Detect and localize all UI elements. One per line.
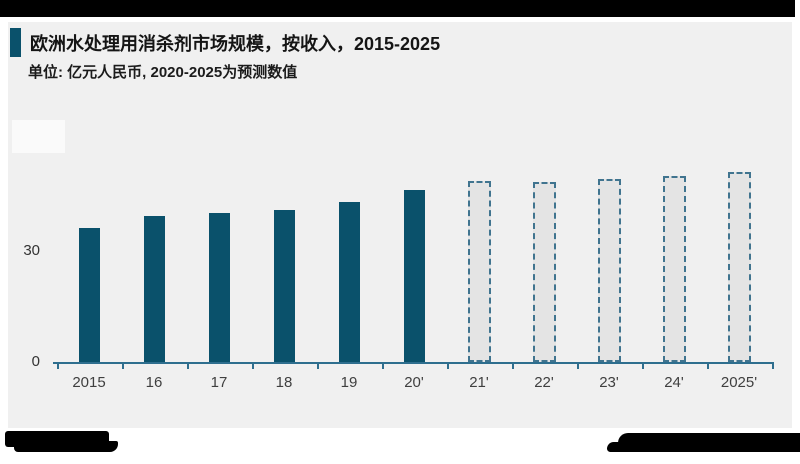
x-axis-tick [771,364,774,369]
bottom-right-redaction [607,442,637,452]
x-axis-tick [56,364,59,369]
x-axis-tick [316,364,319,369]
bar-18 [273,210,295,362]
x-axis-tick [706,364,709,369]
bar-23' [597,179,621,362]
chart-subtitle: 单位: 亿元人民币, 2020-2025为预测数值 [28,64,298,81]
x-axis-tick [381,364,384,369]
bar-21' [467,181,491,362]
bottom-left-redaction [14,441,118,452]
x-axis-label: 21' [469,374,489,391]
x-axis-label: 2015 [72,374,106,391]
chart-panel: 欧洲水处理用消杀剂市场规模，按收入，2015-2025 单位: 亿元人民币, 2… [8,22,792,428]
title-accent-bar [10,28,21,57]
chart-title: 欧洲水处理用消杀剂市场规模，按收入，2015-2025 [30,34,441,54]
bar-2015 [78,228,100,362]
x-axis-label: 2025' [720,374,758,391]
x-axis-line [53,362,774,364]
bar-17 [208,213,230,362]
plot-area: 2015 16 17 18 19 20' 21' 22' 23' 24' 2025' 30 0 [8,22,792,428]
x-axis-tick [641,364,644,369]
bar-2025' [727,172,751,362]
x-axis-tick [446,364,449,369]
x-axis-label: 20' [404,374,424,391]
x-axis-label: 24' [664,374,684,391]
y-axis-label: 0 [31,353,40,370]
x-axis-tick [186,364,189,369]
x-axis-label: 19 [340,374,358,391]
x-axis-label: 22' [534,374,554,391]
x-axis-tick [511,364,514,369]
x-axis-label: 18 [275,374,293,391]
x-axis-tick [121,364,124,369]
legend-placeholder-box [12,120,65,153]
x-axis-tick [251,364,254,369]
x-axis-tick [576,364,579,369]
bottom-right-redaction [618,433,800,452]
bar-24' [662,176,686,362]
bar-16 [143,216,165,362]
x-axis-label: 17 [210,374,228,391]
y-axis-label: 30 [23,242,40,259]
x-axis-label: 16 [145,374,163,391]
bar-20' [403,190,425,362]
bar-22' [532,182,556,362]
top-redaction-bar [0,0,795,17]
bar-19 [338,202,360,362]
x-axis-label: 23' [599,374,619,391]
